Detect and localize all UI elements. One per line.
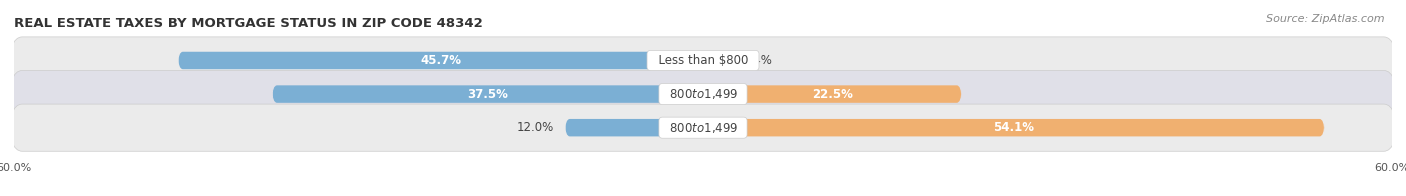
FancyBboxPatch shape bbox=[273, 85, 703, 103]
Text: Source: ZipAtlas.com: Source: ZipAtlas.com bbox=[1267, 14, 1385, 24]
FancyBboxPatch shape bbox=[179, 52, 703, 69]
FancyBboxPatch shape bbox=[703, 52, 731, 69]
Text: 2.4%: 2.4% bbox=[742, 54, 772, 67]
Text: $800 to $1,499: $800 to $1,499 bbox=[662, 121, 744, 135]
Text: 22.5%: 22.5% bbox=[811, 88, 852, 101]
Text: 45.7%: 45.7% bbox=[420, 54, 461, 67]
Text: 54.1%: 54.1% bbox=[993, 121, 1033, 134]
Text: $800 to $1,499: $800 to $1,499 bbox=[662, 87, 744, 101]
FancyBboxPatch shape bbox=[703, 85, 962, 103]
Text: 37.5%: 37.5% bbox=[467, 88, 508, 101]
FancyBboxPatch shape bbox=[8, 71, 1398, 118]
Text: REAL ESTATE TAXES BY MORTGAGE STATUS IN ZIP CODE 48342: REAL ESTATE TAXES BY MORTGAGE STATUS IN … bbox=[14, 17, 482, 30]
FancyBboxPatch shape bbox=[703, 119, 1324, 136]
Text: Less than $800: Less than $800 bbox=[651, 54, 755, 67]
Text: 12.0%: 12.0% bbox=[516, 121, 554, 134]
FancyBboxPatch shape bbox=[8, 104, 1398, 151]
FancyBboxPatch shape bbox=[565, 119, 703, 136]
FancyBboxPatch shape bbox=[8, 37, 1398, 84]
